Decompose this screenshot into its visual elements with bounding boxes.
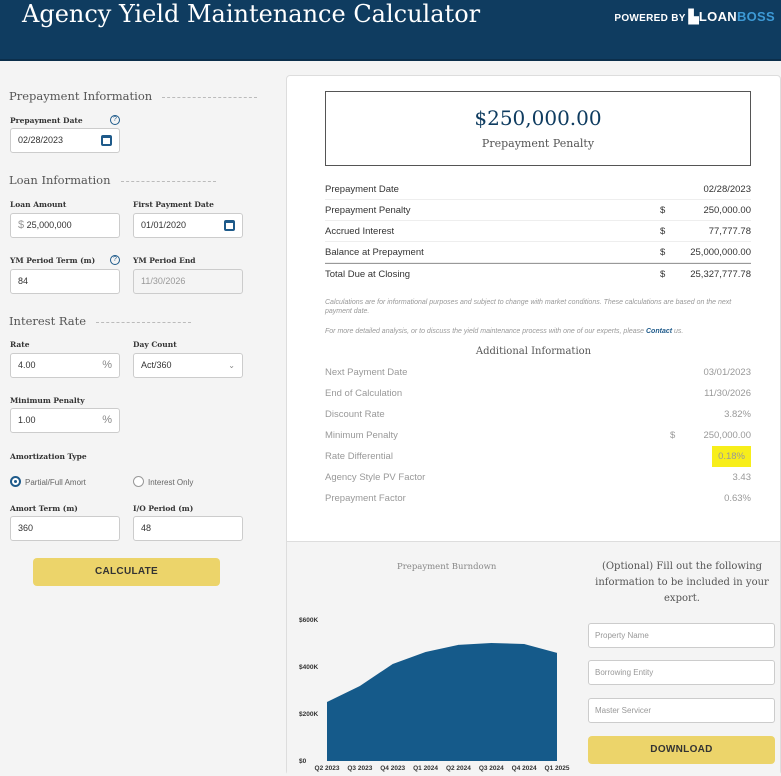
- x-tick-label: Q1 2025: [545, 765, 570, 772]
- first-payment-date-input[interactable]: 01/01/2020: [133, 213, 243, 238]
- y-tick-label: $600K: [299, 617, 318, 624]
- label: Amort Term (m): [10, 504, 78, 513]
- powered-by-logo[interactable]: POWERED BY ▙LOANBOSS: [614, 9, 775, 25]
- radio-label: Partial/Full Amort: [25, 478, 86, 487]
- export-text: (Optional) Fill out the following inform…: [592, 559, 772, 607]
- label: Prepayment Date: [10, 116, 83, 125]
- label: YM Period End: [133, 256, 196, 265]
- label: Amortization Type: [10, 452, 87, 461]
- radio-interest-only[interactable]: [133, 476, 144, 487]
- label: Rate: [10, 340, 30, 349]
- label: Minimum Penalty: [10, 396, 85, 405]
- penalty-summary: $250,000.00 Prepayment Penalty: [325, 91, 751, 166]
- label: First Payment Date: [133, 200, 214, 209]
- x-tick-label: Q2 2024: [446, 765, 471, 772]
- label: I/O Period (m): [133, 504, 193, 513]
- label: Loan Amount: [10, 200, 66, 209]
- summary-row: Accrued Interest$77,777.78: [325, 221, 751, 242]
- x-tick-label: Q4 2024: [512, 765, 537, 772]
- header: Agency Yield Maintenance Calculator POWE…: [0, 0, 781, 61]
- label: YM Period Term (m): [10, 256, 95, 265]
- summary-row: Prepayment Penalty$250,000.00: [325, 200, 751, 221]
- disclaimer: Calculations are for informational purpo…: [325, 298, 751, 316]
- help-icon[interactable]: ?: [110, 255, 120, 265]
- master-servicer-input[interactable]: Master Servicer: [588, 698, 775, 723]
- input-form: Prepayment Information Prepayment Date ?…: [0, 63, 270, 768]
- loan-amount-input[interactable]: $ 25,000,000: [10, 213, 120, 238]
- burndown-area: [327, 643, 557, 761]
- calculate-button[interactable]: CALCULATE: [33, 558, 220, 586]
- x-tick-label: Q3 2024: [479, 765, 504, 772]
- borrowing-entity-input[interactable]: Borrowing Entity: [588, 660, 775, 685]
- ym-end-input: 11/30/2026: [133, 269, 243, 294]
- label: Day Count: [133, 340, 177, 349]
- amort-term-input[interactable]: 360: [10, 516, 120, 541]
- x-tick-label: Q4 2023: [380, 765, 405, 772]
- penalty-value: $250,000.00: [326, 106, 750, 130]
- section-interest: Interest Rate: [9, 314, 86, 328]
- calendar-icon[interactable]: [224, 220, 235, 231]
- chart-title: Prepayment Burndown: [397, 562, 496, 572]
- download-button[interactable]: DOWNLOAD: [588, 736, 775, 764]
- page-title: Agency Yield Maintenance Calculator: [22, 0, 480, 28]
- rate-input[interactable]: 4.00%: [10, 353, 120, 378]
- additional-title: Additional Information: [287, 346, 780, 357]
- x-tick-label: Q2 2023: [315, 765, 340, 772]
- contact-link[interactable]: Contact: [646, 328, 672, 335]
- calendar-icon[interactable]: [101, 135, 112, 146]
- radio-partial-amort[interactable]: [10, 476, 21, 487]
- y-tick-label: $0: [299, 758, 307, 765]
- minimum-penalty-input[interactable]: 1.00%: [10, 408, 120, 433]
- burndown-chart: $0 $200K $400K $600K Q2 2023 Q3 2023 Q4 2023 Q1…: [297, 572, 592, 772]
- ym-term-input[interactable]: 84: [10, 269, 120, 294]
- prepayment-date-input[interactable]: 02/28/2023: [10, 128, 120, 153]
- day-count-select[interactable]: Act/360⌄: [133, 353, 243, 378]
- penalty-label: Prepayment Penalty: [326, 137, 750, 150]
- chevron-down-icon: ⌄: [228, 354, 235, 377]
- summary-row: Total Due at Closing$25,327,777.78: [325, 263, 751, 284]
- chart-export-section: Prepayment Burndown $0 $200K $400K $600K Q2 …: [287, 541, 780, 776]
- summary-row: Balance at Prepayment$25,000,000.00: [325, 242, 751, 263]
- results-panel: $250,000.00 Prepayment Penalty Prepaymen…: [286, 75, 781, 775]
- x-tick-label: Q1 2024: [413, 765, 438, 772]
- x-tick-label: Q3 2023: [347, 765, 372, 772]
- contact-note: For more detailed analysis, or to discus…: [325, 327, 751, 336]
- radio-label: Interest Only: [148, 478, 193, 487]
- y-tick-label: $200K: [299, 711, 318, 718]
- y-tick-label: $400K: [299, 664, 318, 671]
- property-name-input[interactable]: Property Name: [588, 623, 775, 648]
- io-period-input[interactable]: 48: [133, 516, 243, 541]
- section-loan: Loan Information: [9, 173, 111, 187]
- loanboss-logo: ▙LOANBOSS: [689, 9, 775, 24]
- additional-row: Minimum Penalty$250,000.00: [325, 425, 751, 446]
- help-icon[interactable]: ?: [110, 115, 120, 125]
- section-prepayment: Prepayment Information: [9, 89, 152, 103]
